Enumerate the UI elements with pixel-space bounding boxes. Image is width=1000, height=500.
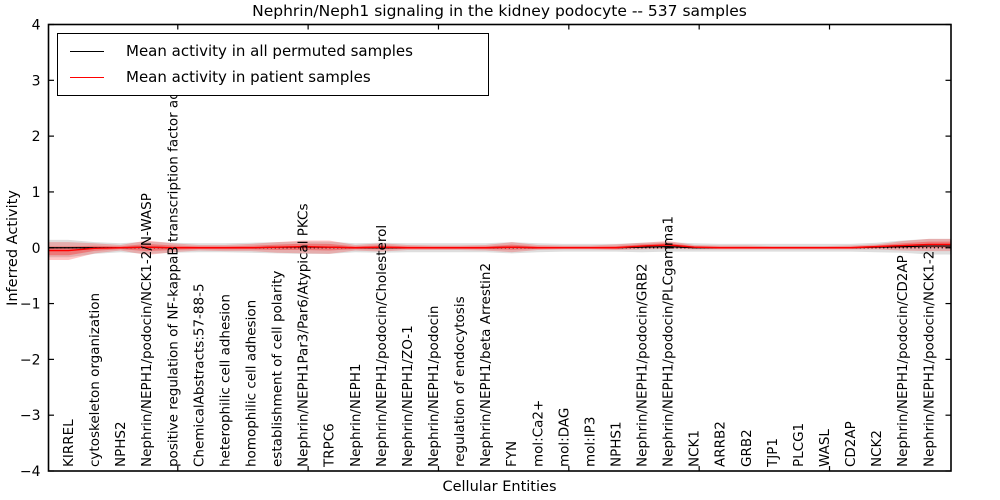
x-tick-label: KIRREL bbox=[61, 419, 77, 467]
x-tick-label: NCK1 bbox=[687, 430, 703, 467]
y-tick-label: −3 bbox=[20, 408, 41, 424]
plot-border bbox=[47, 23, 952, 472]
x-tick-label: TRPC6 bbox=[322, 423, 338, 468]
x-tick-label: mol:Ca2+ bbox=[530, 400, 546, 467]
chart-title: Nephrin/Neph1 signaling in the kidney po… bbox=[252, 2, 747, 20]
y-tick-label: 2 bbox=[32, 129, 41, 145]
patient-envelope-inner-band bbox=[48, 241, 951, 256]
x-tick-label: mol:DAG bbox=[556, 408, 572, 467]
red-line-swatch-icon bbox=[70, 77, 104, 79]
x-tick-label: TJP1 bbox=[765, 438, 781, 468]
x-tick-label: cytoskeleton organization bbox=[87, 293, 103, 467]
x-tick-label: WASL bbox=[817, 429, 833, 467]
x-tick-label: Nephrin/NEPH1Par3/Par6/Atypical PKCs bbox=[296, 204, 312, 468]
x-tick-label: PLCG1 bbox=[791, 423, 807, 467]
x-axis-label: Cellular Entities bbox=[442, 479, 557, 495]
x-tick-label: NPHS2 bbox=[113, 421, 129, 467]
x-tick-label: heterophilic cell adhesion bbox=[217, 294, 233, 467]
x-tick-label: positive regulation of NF-kappaB transcr… bbox=[165, 58, 181, 467]
x-tick-label: Nephrin/NEPH1/podocin/NCK1-2 bbox=[921, 251, 937, 467]
legend-item-permuted: Mean activity in all permuted samples bbox=[58, 41, 488, 60]
x-tick-label: Nephrin/NEPH1/podocin bbox=[426, 306, 442, 467]
patient-mean-line bbox=[48, 243, 951, 252]
legend-label-permuted: Mean activity in all permuted samples bbox=[126, 41, 413, 60]
y-tick-label: −1 bbox=[20, 297, 41, 313]
y-tick-label: 4 bbox=[32, 18, 41, 34]
y-tick-label: −4 bbox=[20, 464, 41, 480]
y-tick-label: 0 bbox=[32, 241, 41, 257]
x-tick-label: Nephrin/NEPH1/podocin/GRB2 bbox=[635, 263, 651, 467]
x-tick-label: GRB2 bbox=[739, 429, 755, 467]
x-tick-label: homophilic cell adhesion bbox=[243, 300, 259, 467]
y-tick-label: 3 bbox=[32, 73, 41, 89]
x-tick-label: regulation of endocytosis bbox=[452, 296, 468, 467]
legend: Mean activity in all permuted samples Me… bbox=[57, 33, 489, 96]
x-tick-label: Nephrin/NEPH1/podocin/PLCgamma1 bbox=[661, 216, 677, 467]
y-tick-label: 1 bbox=[32, 185, 41, 201]
x-tick-label: Nephrin/NEPH1/beta Arrestin2 bbox=[478, 263, 494, 467]
x-tick-label: NPHS1 bbox=[608, 421, 624, 467]
legend-item-patient: Mean activity in patient samples bbox=[58, 70, 488, 85]
x-tick-label: NCK2 bbox=[869, 430, 885, 467]
x-tick-label: mol:IP3 bbox=[582, 417, 598, 467]
x-tick-label: CD2AP bbox=[843, 421, 859, 467]
y-tick-label: −2 bbox=[20, 352, 41, 368]
x-tick-label: ARRB2 bbox=[713, 421, 729, 467]
x-tick-label: Nephrin/NEPH1/podocin/NCK1-2/N-WASP bbox=[139, 193, 155, 467]
x-tick-label: Nephrin/NEPH1/ZO-1 bbox=[400, 325, 416, 467]
legend-label-patient: Mean activity in patient samples bbox=[126, 68, 371, 87]
x-tick-label: Nephrin/NEPH1/podocin/Cholesterol bbox=[374, 225, 390, 467]
patient-envelope-outer-band bbox=[48, 238, 951, 261]
x-tick-label: ChemicalAbstracts:57-88-5 bbox=[191, 283, 207, 467]
black-line-swatch-icon bbox=[70, 50, 104, 52]
x-tick-label: Nephrin/NEPH1/podocin/CD2AP bbox=[895, 255, 911, 467]
x-tick-label: Nephrin/NEPH1 bbox=[348, 364, 364, 467]
y-axis-label: Inferred Activity bbox=[5, 190, 21, 306]
x-tick-label: FYN bbox=[504, 441, 520, 467]
x-tick-label: establishment of cell polarity bbox=[270, 271, 286, 467]
